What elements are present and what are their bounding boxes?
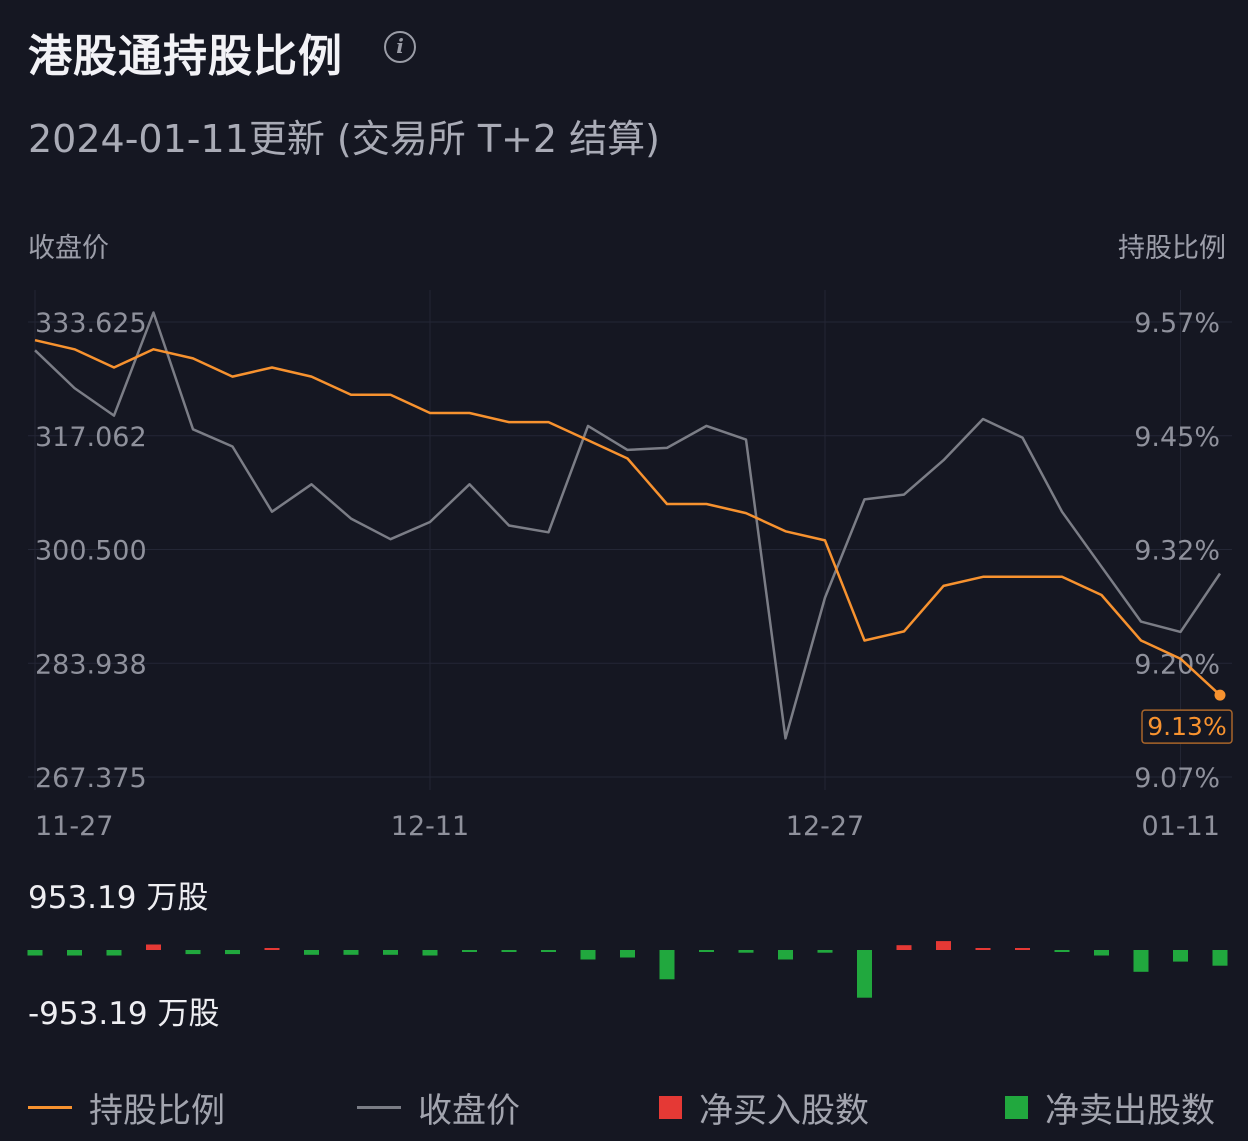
line-chart[interactable]: 333.625 317.062 300.500 283.938 267.375 9.57%… xyxy=(0,290,1248,850)
net-sell-bar[interactable] xyxy=(659,950,675,980)
left-axis-title: 收盘价 xyxy=(28,233,109,264)
x-axis-tick-label: 11-27 xyxy=(35,811,113,842)
legend-item-net-sell[interactable]: 净卖出股数 xyxy=(1005,1083,1215,1131)
legend-label: 净卖出股数 xyxy=(1045,1090,1215,1131)
net-flow-bar-chart[interactable] xyxy=(0,925,1248,1035)
left-axis-tick-label: 283.938 xyxy=(35,649,147,680)
holding-series-line xyxy=(34,338,1221,697)
info-icon[interactable]: i xyxy=(384,31,416,63)
net-sell-bar[interactable] xyxy=(225,950,240,955)
net-sell-bar[interactable] xyxy=(1212,950,1228,966)
net-buy-bar[interactable] xyxy=(146,944,161,951)
right-axis-tick-label: 9.45% xyxy=(1134,422,1220,453)
net-buy-bar[interactable] xyxy=(264,948,280,950)
last-value-box xyxy=(1141,709,1233,744)
last-value-label: 9.13% xyxy=(1147,712,1226,741)
x-axis-tick-label: 01-11 xyxy=(1142,811,1220,842)
net-sell-bar[interactable] xyxy=(738,950,754,953)
net-buy-bar[interactable] xyxy=(896,945,912,950)
x-axis-tick-label: 12-27 xyxy=(786,811,864,842)
bar-max-label: 953.19 万股 xyxy=(28,880,209,916)
net-sell-bar[interactable] xyxy=(27,950,43,956)
left-axis-tick-label: 317.062 xyxy=(35,422,147,453)
legend-square-swatch xyxy=(659,1095,682,1119)
net-buy-bar[interactable] xyxy=(975,948,991,950)
right-axis-tick-label: 9.32% xyxy=(1134,536,1220,567)
right-axis-tick-label: 9.20% xyxy=(1134,649,1220,680)
net-sell-bar[interactable] xyxy=(343,950,359,955)
right-axis-title: 持股比例 xyxy=(1118,233,1226,264)
net-sell-bar[interactable] xyxy=(778,950,793,960)
net-sell-bar[interactable] xyxy=(580,950,596,960)
legend-line-swatch xyxy=(357,1105,401,1109)
legend-square-swatch xyxy=(1005,1095,1028,1119)
net-sell-bar[interactable] xyxy=(501,950,517,952)
left-axis-tick-label: 267.375 xyxy=(35,763,147,794)
net-sell-bar[interactable] xyxy=(67,950,82,956)
legend-label: 持股比例 xyxy=(89,1090,225,1131)
left-axis-tick-label: 300.500 xyxy=(35,536,147,567)
net-buy-bar[interactable] xyxy=(936,941,951,950)
net-sell-bar[interactable] xyxy=(1094,950,1109,956)
net-sell-bar[interactable] xyxy=(857,950,872,998)
price-series-line xyxy=(34,311,1222,740)
x-axis-tick-label: 12-11 xyxy=(391,811,469,842)
chart-legend: 持股比例 收盘价 净买入股数 净卖出股数 xyxy=(0,1083,1248,1131)
net-sell-bar[interactable] xyxy=(620,950,635,958)
net-sell-bar[interactable] xyxy=(699,950,714,952)
net-sell-bar[interactable] xyxy=(422,950,438,956)
page-title: 港股通持股比例 xyxy=(28,31,343,82)
net-sell-bar[interactable] xyxy=(304,950,319,955)
net-sell-bar[interactable] xyxy=(817,950,833,953)
net-sell-bar[interactable] xyxy=(383,950,398,955)
bar-min-label: -953.19 万股 xyxy=(28,996,220,1032)
net-sell-bar[interactable] xyxy=(1173,950,1188,962)
right-axis-tick-label: 9.57% xyxy=(1134,308,1220,339)
last-point-marker xyxy=(1214,689,1226,701)
net-sell-bar[interactable] xyxy=(462,950,477,952)
left-axis-tick-label: 333.625 xyxy=(35,308,147,339)
legend-label: 收盘价 xyxy=(418,1090,520,1131)
net-sell-bar[interactable] xyxy=(185,950,201,955)
net-sell-bar[interactable] xyxy=(1133,950,1149,972)
legend-line-swatch xyxy=(28,1105,72,1109)
legend-label: 净买入股数 xyxy=(699,1090,869,1131)
net-buy-bar[interactable] xyxy=(1015,948,1030,950)
net-sell-bar[interactable] xyxy=(1054,950,1070,952)
right-axis-tick-label: 9.07% xyxy=(1134,763,1220,794)
net-sell-bar[interactable] xyxy=(541,950,556,952)
update-subtitle: 2024-01-11更新 (交易所 T+2 结算) xyxy=(28,117,660,161)
legend-item-price[interactable]: 收盘价 xyxy=(357,1083,520,1131)
legend-item-holding[interactable]: 持股比例 xyxy=(28,1083,225,1131)
net-sell-bar[interactable] xyxy=(106,950,122,956)
legend-item-net-buy[interactable]: 净买入股数 xyxy=(659,1083,869,1131)
